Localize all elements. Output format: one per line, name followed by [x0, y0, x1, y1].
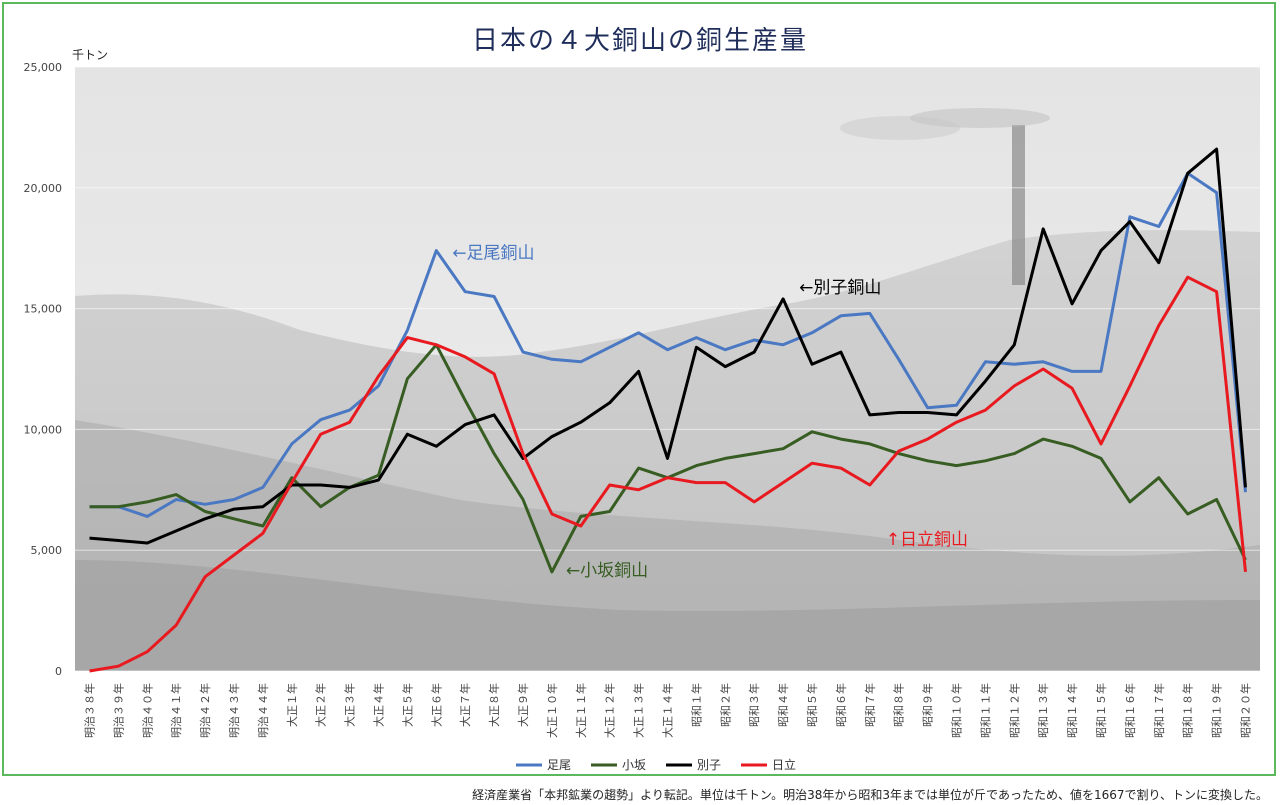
- x-tick-label: 昭和１０年: [950, 683, 964, 738]
- x-tick-label: 昭和２年: [718, 683, 732, 727]
- series-line-別子: [89, 147, 1247, 545]
- legend-label-別子: 別子: [697, 758, 721, 772]
- legend-label-小坂: 小坂: [622, 758, 646, 772]
- y-tick-label: 0: [55, 665, 62, 678]
- annotation-小坂: ←小坂銅山: [566, 561, 648, 581]
- x-tick-label: 大正１年: [285, 683, 299, 727]
- x-tick-label: 明治４２年: [198, 683, 212, 738]
- x-tick-label: 大正１１年: [574, 683, 588, 738]
- annotation-別子: ←別子銅山: [799, 278, 881, 298]
- x-tick-label: 昭和９年: [921, 683, 935, 727]
- legend-label-日立: 日立: [772, 757, 796, 772]
- legend-label-足尾: 足尾: [547, 758, 571, 772]
- x-tick-label: 昭和１７年: [1152, 683, 1166, 738]
- x-tick-label: 明治３９年: [111, 683, 125, 738]
- annotation-足尾: ←足尾銅山: [452, 244, 534, 264]
- x-tick-label: 大正３年: [343, 683, 357, 727]
- x-tick-label: 昭和３年: [747, 683, 761, 727]
- x-tick-label: 昭和１９年: [1210, 683, 1224, 738]
- y-axis-unit-label: 千トン: [72, 48, 109, 62]
- x-tick-label: 昭和１１年: [978, 683, 992, 738]
- series-line-日立: [89, 275, 1247, 673]
- x-tick-label: 大正２年: [314, 683, 328, 727]
- x-tick-label: 明治４３年: [227, 683, 241, 738]
- series-lines: [89, 147, 1247, 673]
- x-axis-ticks: 明治３８年 明治３９年 明治４０年 明治４１年 明治４２年 明治４３年 明治４４年 大正１年 大…: [82, 683, 1252, 738]
- x-tick-label: 大正９年: [516, 683, 530, 727]
- x-tick-label: 昭和８年: [892, 683, 906, 727]
- x-tick-label: 大正５年: [400, 683, 414, 727]
- x-tick-label: 明治４４年: [256, 683, 270, 738]
- legend: 足尾 小坂 別子 日立: [516, 757, 796, 772]
- x-tick-label: 大正７年: [458, 683, 472, 727]
- x-tick-label: 明治３８年: [82, 683, 96, 738]
- y-tick-label: 5,000: [31, 544, 63, 557]
- x-tick-label: 大正１４年: [661, 683, 675, 738]
- y-axis-ticks: 0 5,000 10,000 15,000 20,000 25,000: [24, 61, 63, 678]
- background-photo: [75, 67, 1260, 671]
- x-tick-label: 大正１０年: [545, 683, 559, 738]
- x-tick-label: 昭和７年: [863, 683, 877, 727]
- x-tick-label: 昭和１４年: [1065, 683, 1079, 738]
- y-tick-label: 25,000: [24, 61, 63, 74]
- x-tick-label: 昭和１３年: [1036, 683, 1050, 738]
- y-tick-label: 20,000: [24, 182, 63, 195]
- x-tick-label: 大正６年: [429, 683, 443, 727]
- chart-title: 日本の４大銅山の銅生産量: [471, 26, 808, 56]
- series-line-足尾: [89, 171, 1247, 518]
- x-tick-label: 昭和４年: [776, 683, 790, 727]
- series-annotations: ←足尾銅山 ←別子銅山 ↑日立銅山 ←小坂銅山: [452, 244, 968, 581]
- x-tick-label: 大正１２年: [603, 683, 617, 738]
- x-tick-label: 昭和１５年: [1094, 683, 1108, 738]
- x-tick-label: 昭和１８年: [1181, 683, 1195, 738]
- x-tick-label: 昭和６年: [834, 683, 848, 727]
- x-tick-label: 大正８年: [487, 683, 501, 727]
- annotation-日立: ↑日立銅山: [886, 530, 968, 550]
- source-note: 経済産業省「本邦鉱業の趨勢」より転記。単位は千トン。明治38年から昭和3年までは…: [472, 788, 1268, 802]
- x-tick-label: 昭和１年: [689, 683, 703, 727]
- x-tick-label: 明治４０年: [140, 683, 154, 738]
- x-tick-label: 昭和１２年: [1007, 683, 1021, 738]
- x-tick-label: 大正４年: [371, 683, 385, 727]
- x-tick-label: 昭和５年: [805, 683, 819, 727]
- y-tick-label: 10,000: [24, 423, 63, 436]
- chart-frame: [2, 2, 1276, 776]
- gridlines: [75, 66, 1260, 672]
- x-tick-label: 昭和１６年: [1123, 683, 1137, 738]
- x-tick-label: 明治４１年: [169, 683, 183, 738]
- y-tick-label: 15,000: [24, 303, 63, 316]
- x-tick-label: 昭和２０年: [1239, 683, 1253, 738]
- x-tick-label: 大正１３年: [632, 683, 646, 738]
